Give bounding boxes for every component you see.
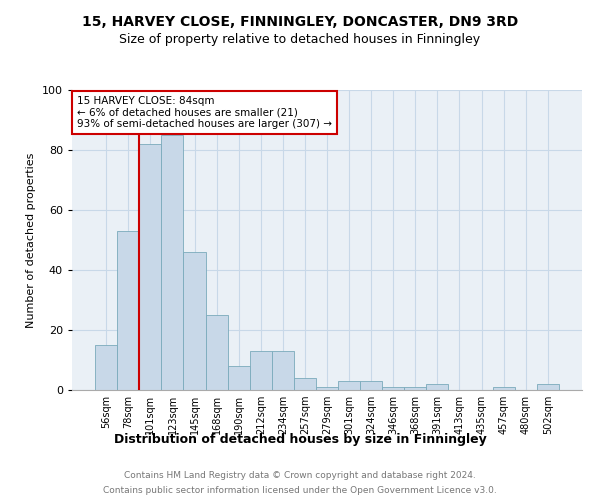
Text: Size of property relative to detached houses in Finningley: Size of property relative to detached ho… (119, 32, 481, 46)
Bar (227, 366, 250, 390)
Bar (206, 315, 227, 390)
Text: Contains public sector information licensed under the Open Government Licence v3: Contains public sector information licen… (103, 486, 497, 495)
Bar (427, 384, 448, 390)
Bar (117, 231, 139, 390)
Bar (316, 387, 338, 390)
Text: Contains HM Land Registry data © Crown copyright and database right 2024.: Contains HM Land Registry data © Crown c… (124, 471, 476, 480)
Y-axis label: Number of detached properties: Number of detached properties (26, 152, 37, 328)
Bar (537, 384, 559, 390)
Text: Distribution of detached houses by size in Finningley: Distribution of detached houses by size … (113, 432, 487, 446)
Bar (338, 381, 360, 390)
Bar (139, 144, 161, 390)
Bar (250, 351, 272, 390)
Bar (360, 381, 382, 390)
Bar (272, 351, 294, 390)
Bar (382, 387, 404, 390)
Bar (95, 345, 117, 390)
Bar (294, 378, 316, 390)
Bar (161, 135, 184, 390)
Bar (184, 252, 206, 390)
Bar (404, 387, 427, 390)
Bar (493, 387, 515, 390)
Text: 15 HARVEY CLOSE: 84sqm
← 6% of detached houses are smaller (21)
93% of semi-deta: 15 HARVEY CLOSE: 84sqm ← 6% of detached … (77, 96, 332, 129)
Text: 15, HARVEY CLOSE, FINNINGLEY, DONCASTER, DN9 3RD: 15, HARVEY CLOSE, FINNINGLEY, DONCASTER,… (82, 15, 518, 29)
